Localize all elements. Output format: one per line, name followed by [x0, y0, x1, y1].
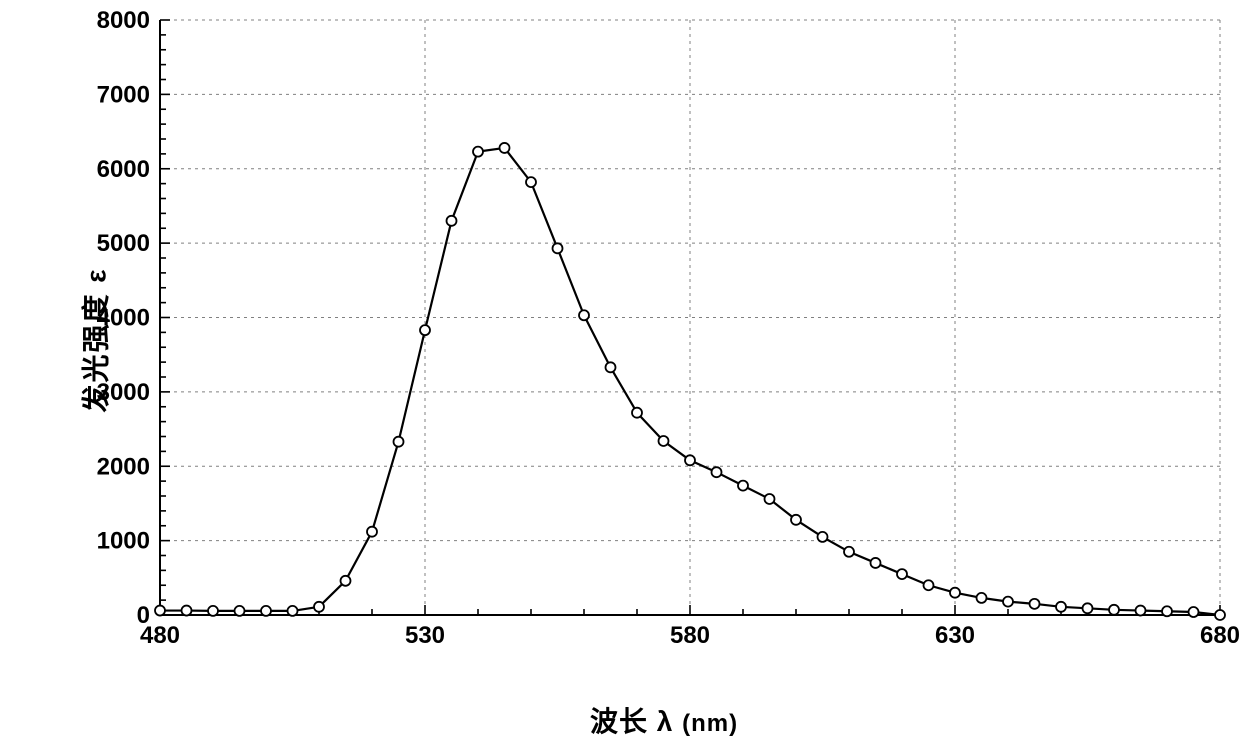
data-marker: [844, 547, 854, 557]
y-tick-label: 2000: [97, 453, 150, 480]
y-tick-label: 8000: [97, 7, 150, 34]
data-marker: [341, 576, 351, 586]
data-marker: [473, 147, 483, 157]
data-marker: [765, 494, 775, 504]
data-marker: [1189, 607, 1199, 617]
data-marker: [182, 606, 192, 616]
data-marker: [659, 436, 669, 446]
data-marker: [924, 580, 934, 590]
data-marker: [950, 588, 960, 598]
chart-svg: 0100020003000400050006000700080004805305…: [0, 0, 1251, 744]
x-tick-label: 530: [405, 622, 445, 649]
data-marker: [314, 602, 324, 612]
y-tick-label: 3000: [97, 379, 150, 406]
data-marker: [1056, 602, 1066, 612]
data-marker: [553, 243, 563, 253]
data-marker: [288, 606, 298, 616]
data-marker: [155, 606, 165, 616]
x-tick-label: 680: [1200, 622, 1240, 649]
data-marker: [1083, 603, 1093, 613]
data-marker: [897, 569, 907, 579]
data-marker: [1162, 606, 1172, 616]
data-marker: [420, 325, 430, 335]
data-marker: [1109, 605, 1119, 615]
data-marker: [712, 467, 722, 477]
data-marker: [526, 177, 536, 187]
data-marker: [1136, 606, 1146, 616]
y-tick-label: 5000: [97, 230, 150, 257]
chart-container: 发光强度 ε 波长 λ (nm) 01000200030004000500060…: [0, 0, 1251, 744]
data-marker: [685, 455, 695, 465]
data-marker: [208, 606, 218, 616]
y-tick-label: 7000: [97, 81, 150, 108]
data-marker: [394, 437, 404, 447]
data-marker: [871, 558, 881, 568]
x-tick-label: 480: [140, 622, 180, 649]
data-marker: [447, 216, 457, 226]
data-marker: [632, 408, 642, 418]
y-tick-label: 4000: [97, 305, 150, 332]
y-tick-label: 6000: [97, 156, 150, 183]
data-marker: [1030, 599, 1040, 609]
x-tick-label: 630: [935, 622, 975, 649]
data-marker: [261, 606, 271, 616]
data-marker: [579, 310, 589, 320]
data-marker: [818, 532, 828, 542]
data-marker: [738, 481, 748, 491]
data-marker: [1003, 597, 1013, 607]
data-marker: [235, 606, 245, 616]
data-marker: [791, 515, 801, 525]
data-marker: [500, 143, 510, 153]
data-marker: [1215, 610, 1225, 620]
x-tick-label: 580: [670, 622, 710, 649]
data-marker: [606, 362, 616, 372]
data-marker: [977, 593, 987, 603]
y-tick-label: 1000: [97, 528, 150, 555]
data-marker: [367, 527, 377, 537]
